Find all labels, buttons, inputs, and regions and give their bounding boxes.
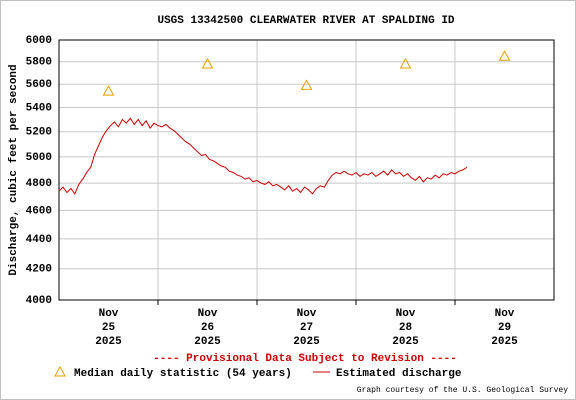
y-tick-label: 4200 — [26, 264, 52, 276]
x-tick-label: 29 — [498, 322, 511, 334]
x-tick-label: Nov — [198, 308, 218, 320]
plot-frame — [58, 39, 555, 301]
y-tick-label: 4600 — [26, 205, 52, 217]
median-marker — [201, 57, 214, 69]
x-tick-label: 25 — [102, 322, 116, 334]
legend-label: Estimated discharge — [336, 368, 462, 380]
x-tick-label: 26 — [201, 322, 214, 334]
median-marker — [102, 85, 115, 96]
median-marker — [300, 79, 313, 90]
x-tick-label: 28 — [399, 322, 413, 334]
credit: Graph courtesy of the U.S. Geological Su… — [357, 386, 568, 395]
y-tick-label: 5000 — [26, 152, 52, 164]
annotation: ---- Provisional Data Subject to Revisio… — [153, 353, 457, 365]
y-tick-label: 5200 — [26, 127, 52, 139]
x-tick-label: Nov — [396, 308, 416, 320]
chart-title: USGS 13342500 CLEARWATER RIVER AT SPALDI… — [157, 15, 454, 27]
legend-label: Median daily statistic (54 years) — [74, 368, 292, 380]
y-tick-label: 4400 — [26, 234, 52, 246]
y-tick-label: 6000 — [26, 35, 52, 47]
y-tick-label: 5600 — [26, 79, 52, 91]
discharge-line — [58, 117, 468, 195]
x-tick-label: 27 — [300, 322, 313, 334]
x-tick-label: Nov — [297, 308, 317, 320]
x-tick-label: 2025 — [95, 336, 122, 348]
y-tick-label: 4000 — [26, 295, 52, 307]
y-tick-label: 5400 — [26, 102, 52, 114]
x-tick-label: 2025 — [392, 336, 419, 348]
y-axis-label: Discharge, cubic feet per second — [8, 64, 20, 275]
x-tick-label: 2025 — [293, 336, 320, 348]
median-marker — [498, 50, 511, 61]
x-tick-label: 2025 — [194, 336, 221, 348]
x-tick-label: 2025 — [491, 336, 518, 348]
x-tick-label: Nov — [99, 308, 119, 320]
y-tick-label: 4800 — [26, 178, 52, 190]
legend-marker — [54, 365, 66, 377]
median-marker — [399, 57, 412, 69]
y-tick-label: 5800 — [26, 57, 52, 69]
x-tick-label: Nov — [495, 308, 515, 320]
